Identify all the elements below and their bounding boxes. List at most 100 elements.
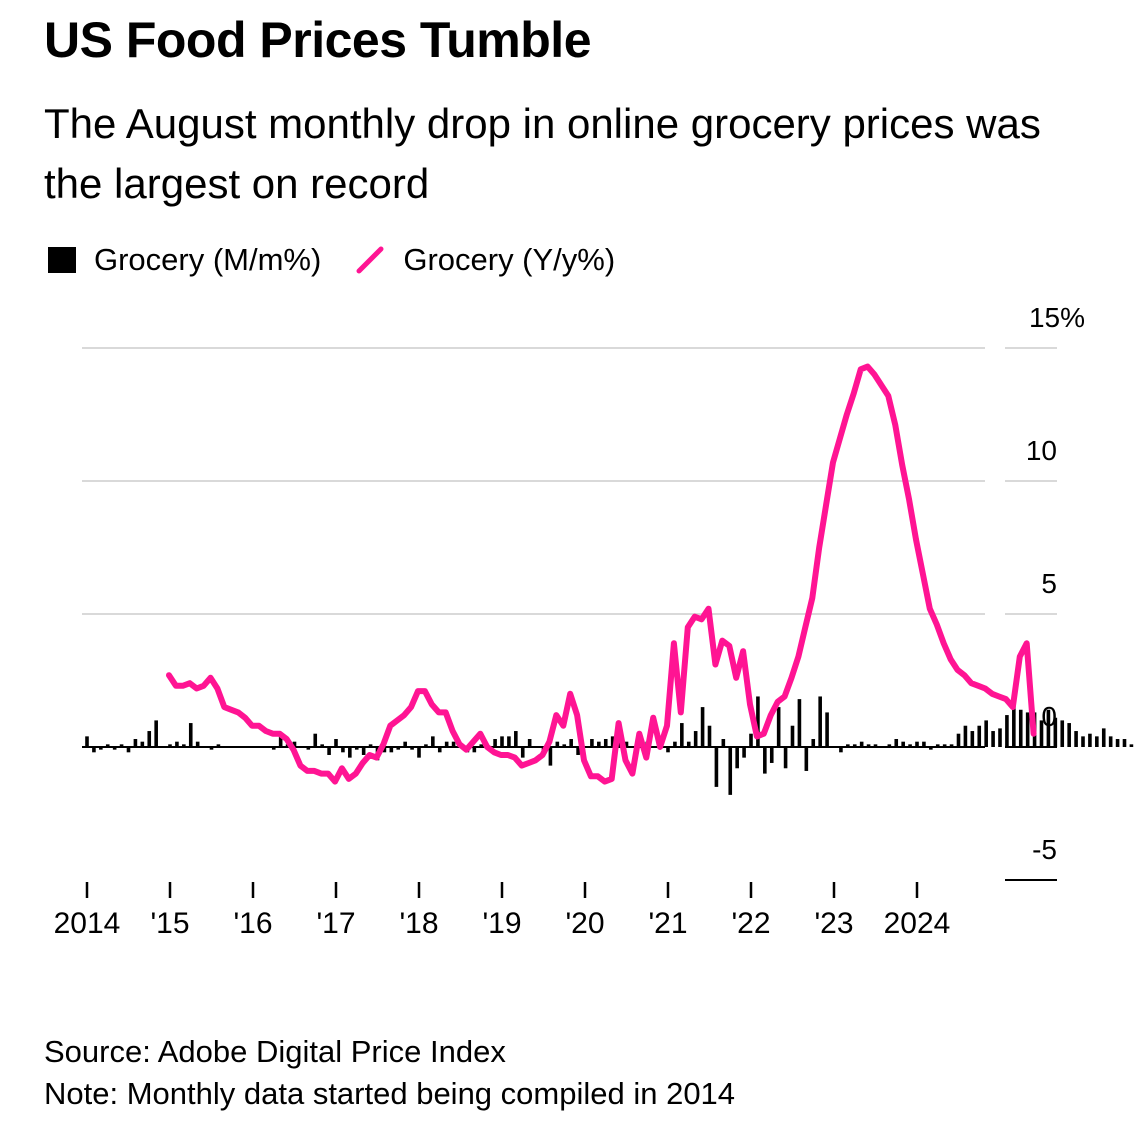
x-tick-label: '18 — [399, 907, 438, 940]
bar — [403, 741, 407, 747]
chart-title: US Food Prices Tumble — [44, 12, 592, 68]
bar — [507, 736, 511, 747]
bar — [998, 728, 1002, 747]
bar — [707, 725, 712, 747]
x-tick-label: 2014 — [54, 907, 121, 940]
y-tick-label: 5 — [1041, 568, 1057, 599]
x-tick-label: '16 — [233, 907, 272, 940]
bar — [693, 731, 698, 747]
x-tick-label: '23 — [814, 907, 853, 940]
bar — [195, 741, 200, 747]
bar — [1067, 723, 1071, 747]
bar — [1039, 720, 1044, 747]
bar — [361, 747, 366, 755]
bar — [105, 744, 110, 747]
bar — [140, 741, 145, 747]
bar — [1115, 739, 1120, 747]
bar — [1005, 715, 1009, 747]
bar — [666, 747, 670, 753]
bar — [1018, 709, 1023, 747]
bar — [839, 747, 843, 753]
bar — [590, 739, 594, 747]
bar — [852, 744, 857, 747]
bar — [85, 736, 89, 747]
bar — [271, 747, 276, 750]
bar — [956, 733, 961, 747]
legend-label-yy: Grocery (Y/y%) — [403, 242, 616, 277]
bar — [348, 747, 352, 758]
bar — [313, 733, 318, 747]
bar — [825, 712, 829, 747]
bar — [714, 747, 719, 787]
bar — [527, 739, 532, 747]
bar — [901, 741, 905, 747]
bar — [949, 744, 954, 747]
bar — [327, 747, 331, 755]
bar — [562, 744, 567, 747]
bar — [942, 744, 947, 747]
bar — [783, 747, 788, 769]
bar — [472, 747, 477, 753]
bar — [1095, 736, 1099, 747]
bar — [576, 747, 580, 755]
legend-item-line: Grocery (Y/y%) — [355, 242, 615, 278]
x-tick-label: '20 — [565, 907, 604, 940]
bar — [126, 747, 131, 753]
bar — [479, 744, 484, 747]
bar — [804, 747, 809, 771]
bar — [984, 720, 988, 747]
bar — [354, 747, 359, 750]
bar — [1088, 733, 1092, 747]
bar — [209, 747, 214, 750]
bar — [797, 699, 802, 747]
bar — [175, 741, 179, 747]
data-note: Note: Monthly data started being compile… — [44, 1075, 736, 1111]
bar — [182, 744, 186, 747]
bar — [1025, 712, 1030, 747]
bar — [216, 744, 221, 747]
line-swatch-icon — [356, 246, 384, 274]
bar — [977, 725, 982, 747]
bar — [700, 707, 705, 747]
bar — [894, 739, 899, 747]
bar — [769, 747, 774, 763]
bar — [119, 744, 124, 747]
y-tick-label: 10 — [1026, 435, 1057, 466]
bar — [417, 747, 421, 758]
bar — [935, 744, 940, 747]
y-tick-label: -5 — [1032, 834, 1057, 865]
footer: Source: Adobe Digital Price Index Note: … — [44, 1033, 735, 1117]
chart-area: 15%1050-52014'15'16'17'18'19'20'21'22'23… — [54, 302, 1134, 940]
bar — [1122, 739, 1127, 747]
x-tick-label: '22 — [731, 907, 770, 940]
bar — [1060, 720, 1065, 747]
bar — [728, 747, 733, 795]
bar — [99, 747, 103, 750]
bar — [756, 696, 760, 747]
bar — [680, 723, 684, 747]
bar-swatch-icon — [48, 247, 76, 273]
y-tick-label: 15% — [1029, 302, 1085, 333]
legend: Grocery (M/m%) Grocery (Y/y%) — [48, 240, 649, 280]
bar — [1081, 736, 1085, 747]
x-tick-label: '17 — [316, 907, 355, 940]
bar — [1012, 696, 1016, 747]
bar — [341, 747, 345, 753]
bar — [991, 731, 995, 747]
bar — [624, 741, 629, 747]
bar — [818, 696, 822, 747]
bar — [735, 747, 739, 769]
bar — [320, 744, 324, 747]
legend-item-bar: Grocery (M/m%) — [48, 242, 321, 278]
bar — [763, 747, 767, 774]
bar — [846, 744, 850, 747]
yoy-line — [166, 363, 1037, 785]
bar — [866, 744, 871, 747]
bar — [790, 725, 795, 747]
bar — [776, 707, 781, 747]
bar — [410, 747, 414, 750]
bar — [1108, 736, 1113, 747]
bar — [721, 739, 726, 747]
bar — [1074, 731, 1078, 747]
bar — [1053, 717, 1058, 747]
